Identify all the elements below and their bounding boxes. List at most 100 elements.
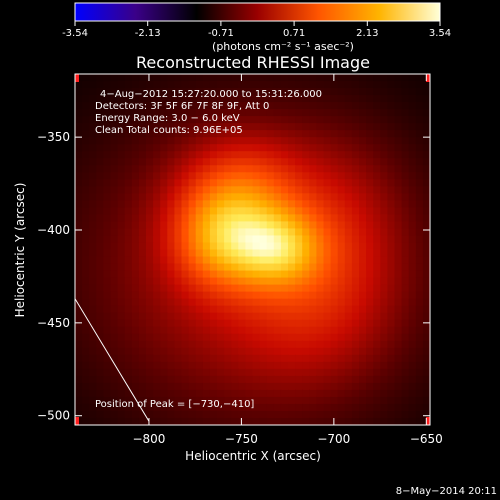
heatmap-cell [408,221,417,230]
heatmap-cell [273,207,282,215]
heatmap-cell [344,130,353,138]
heatmap-cell [167,277,175,286]
heatmap-cell [181,235,190,244]
heatmap-cell [359,417,367,425]
heatmap-cell [259,109,268,117]
heatmap-cell [316,207,325,215]
heatmap-cell [280,123,289,131]
heatmap-cell [138,221,147,230]
heatmap-cell [231,382,239,391]
heatmap-cell [82,284,90,293]
heatmap-cell [273,116,282,124]
heatmap-cell [316,151,325,159]
heatmap-cell [401,347,410,356]
heatmap-cell [82,277,90,286]
heatmap-cell [160,158,168,166]
heatmap-cell [209,249,218,258]
heatmap-cell [394,102,403,110]
heatmap-cell [280,74,289,82]
heatmap-cell [344,396,353,405]
heatmap-cell [202,228,211,237]
heatmap-cell [174,95,183,103]
heatmap-cell [337,347,346,356]
heatmap-cell [380,102,388,110]
heatmap-cell [295,319,303,328]
colorbar-tick-label: 3.54 [429,28,451,39]
heatmap-cell [238,284,246,293]
heatmap-cell [344,340,353,349]
heatmap-cell [380,277,388,286]
heatmap-cell [153,354,161,363]
heatmap-cell [224,249,232,258]
heatmap-cell [174,277,183,286]
heatmap-cell [217,319,225,328]
heatmap-cell [217,291,225,300]
heatmap-cell [415,361,424,370]
heatmap-cell [344,186,353,194]
heatmap-cell [167,305,175,314]
heatmap-cell [146,235,154,244]
heatmap-cell [124,277,133,286]
heatmap-cell [394,249,403,258]
heatmap-cell [153,305,161,314]
heatmap-cell [146,172,154,180]
heatmap-cell [422,179,430,187]
heatmap-cell [344,172,353,180]
heatmap-cell [302,347,310,356]
heatmap-cell [415,263,424,272]
heatmap-cell [344,333,353,342]
heatmap-cell [238,74,246,82]
heatmap-cell [422,193,430,201]
heatmap-cell [323,165,332,173]
heatmap-cell [174,116,183,124]
heatmap-cell [316,396,325,405]
heatmap-cell [394,298,403,307]
heatmap-cell [288,249,296,258]
heatmap-cell [273,102,282,110]
heatmap-cell [89,200,97,208]
heatmap-cell [394,382,403,391]
heatmap-cell [366,256,374,265]
heatmap-cell [209,109,218,117]
heatmap-cell [380,410,388,419]
heatmap-cell [160,396,168,405]
heatmap-cell [245,130,254,138]
heatmap-cell [359,102,367,110]
heatmap-cell [238,116,246,124]
x-axis-label: Heliocentric X (arcsec) [185,449,321,463]
heatmap-cell [146,284,154,293]
heatmap-cell [117,396,126,405]
heatmap-cell [245,235,254,244]
heatmap-cell [280,242,289,251]
heatmap-cell [401,81,410,89]
heatmap-cell [387,298,396,307]
heatmap-cell [131,172,140,180]
heatmap-cell [316,305,325,314]
heatmap-cell [124,214,133,223]
heatmap-cell [153,207,161,215]
heatmap-cell [231,305,239,314]
heatmap-cell [209,151,218,159]
heatmap-cell [273,151,282,159]
heatmap-cell [131,305,140,314]
heatmap-cell [288,144,296,152]
heatmap-cell [408,263,417,272]
heatmap-cell [401,102,410,110]
heatmap-cell [245,368,254,377]
heatmap-cell [252,277,261,286]
heatmap-cell [82,361,90,370]
heatmap-cell [89,375,97,384]
heatmap-cell [75,214,83,223]
heatmap-cell [89,340,97,349]
heatmap-cell [387,200,396,208]
heatmap-cell [408,326,417,335]
heatmap-cell [394,319,403,328]
heatmap-cell [245,228,254,237]
heatmap-cell [117,326,126,335]
heatmap-cell [75,354,83,363]
heatmap-cell [238,158,246,166]
heatmap-cell [96,158,104,166]
heatmap-cell [351,165,360,173]
heatmap-cell [351,263,360,272]
heatmap-cell [309,277,317,286]
